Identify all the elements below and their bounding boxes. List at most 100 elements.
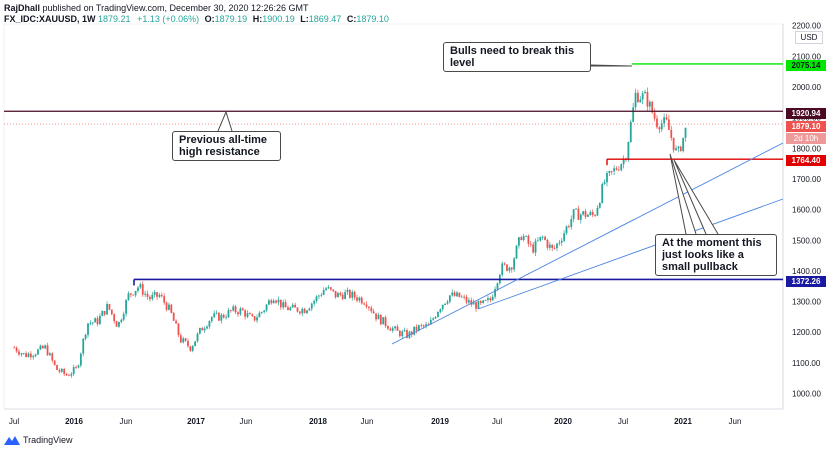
candle-body	[463, 296, 466, 298]
candle-body	[382, 317, 385, 325]
candle-body	[179, 335, 182, 343]
candle-body	[315, 296, 318, 302]
candle-body	[148, 296, 151, 300]
level-1764-text: 1764.40	[791, 156, 821, 165]
candle-body	[268, 300, 270, 305]
candle-body	[389, 328, 392, 331]
candle-body	[496, 283, 499, 290]
candle-body	[241, 308, 244, 311]
candle-body	[558, 242, 561, 244]
connector-pullback-a	[673, 159, 719, 235]
price-axis: 1000.00 1100.00 1200.00 1300.00 1400.00 1500.…	[792, 22, 821, 399]
tradingview-icon	[4, 436, 20, 445]
candle-body	[239, 308, 242, 315]
y-tick-label: 1600.00	[792, 206, 821, 215]
candle-body	[384, 317, 387, 326]
candle-body	[99, 316, 101, 325]
candle-body	[258, 312, 261, 318]
candle-body	[575, 208, 577, 210]
candle-body	[313, 301, 316, 304]
level-1879-text: 1879.10	[791, 122, 821, 131]
symbol-name[interactable]: FX_IDC:XAUUSD, 1W	[4, 14, 96, 24]
callout-pullback[interactable]: At the moment this just looks like a sma…	[655, 234, 777, 276]
tradingview-logo[interactable]: TradingView	[4, 435, 73, 445]
candle-body	[489, 298, 492, 301]
candle-body	[548, 244, 551, 248]
candle-body	[506, 264, 508, 271]
candle-body	[215, 312, 218, 314]
candle-body	[553, 248, 556, 249]
candle-body	[603, 182, 606, 184]
candle-body	[515, 245, 518, 259]
y-tick-label: 1300.00	[792, 298, 821, 307]
candle-body	[522, 236, 525, 240]
candle-body	[91, 322, 94, 324]
candle-body	[106, 304, 108, 315]
candle-body	[396, 326, 399, 331]
candlestick-series	[13, 87, 687, 378]
candle-body	[118, 321, 120, 327]
candle-body	[448, 295, 451, 302]
x-tick-label: Jul	[492, 417, 502, 426]
candle-body	[472, 302, 475, 305]
candle-body	[156, 292, 158, 297]
candle-body	[441, 304, 444, 310]
candle-body	[525, 235, 527, 237]
candle-body	[341, 294, 344, 300]
candle-body	[296, 307, 299, 312]
candle-body	[356, 297, 358, 301]
y-tick-label: 2200.00	[792, 22, 821, 31]
open-label: O:	[204, 14, 215, 24]
candle-body	[427, 324, 430, 326]
candle-body	[596, 207, 599, 216]
candle-body	[379, 314, 382, 325]
candle-body	[46, 345, 49, 356]
ohlc-legend: FX_IDC:XAUUSD, 1W 1879.21 +1.13 (+0.06%)…	[4, 14, 389, 24]
candle-body	[301, 308, 304, 314]
y-tick-label: 1000.00	[792, 390, 821, 399]
candle-body	[287, 307, 289, 311]
candle-body	[139, 284, 142, 288]
plot-area	[3, 23, 784, 410]
candle-body	[348, 289, 351, 298]
callout-bulls[interactable]: Bulls need to break this level	[443, 42, 591, 72]
low-value: 1869.47	[308, 14, 342, 24]
x-tick-label: 2019	[431, 417, 449, 426]
connector-pullback-b	[669, 153, 697, 235]
candle-body	[482, 300, 485, 304]
y-tick-label: 1200.00	[792, 328, 821, 337]
candle-body	[398, 330, 401, 337]
candle-body	[137, 287, 139, 291]
candle-body	[151, 294, 154, 300]
candle-body	[272, 300, 275, 304]
candle-body	[420, 325, 423, 326]
candle-body	[544, 236, 546, 240]
candle-body	[75, 367, 77, 368]
candle-body	[358, 297, 361, 301]
candle-body	[265, 304, 268, 311]
candle-body	[191, 346, 194, 351]
candle-body	[175, 320, 177, 324]
candle-body	[84, 334, 87, 339]
candle-body	[429, 319, 432, 325]
candle-body	[89, 322, 92, 324]
x-tick-label: Jun	[729, 417, 742, 426]
publish-info: published on TradingView.com, December 3…	[42, 3, 309, 13]
author-name[interactable]: RajDhall	[4, 3, 41, 13]
callout-previous-ath-text: Previous all-time high resistance	[179, 134, 268, 158]
candle-body	[213, 313, 216, 317]
candle-body	[120, 319, 123, 322]
currency-text: USD	[800, 33, 818, 42]
candle-body	[320, 294, 323, 296]
candle-body	[322, 290, 325, 295]
callout-previous-ath[interactable]: Previous all-time high resistance	[172, 131, 281, 161]
trend-line-upper	[391, 142, 784, 345]
trend-line-lower	[477, 198, 784, 310]
candle-body	[39, 345, 42, 350]
candle-body	[163, 296, 166, 303]
candle-body	[60, 368, 63, 372]
candle-body	[510, 267, 513, 270]
candle-body	[146, 293, 149, 297]
callout-connectors	[217, 63, 719, 235]
